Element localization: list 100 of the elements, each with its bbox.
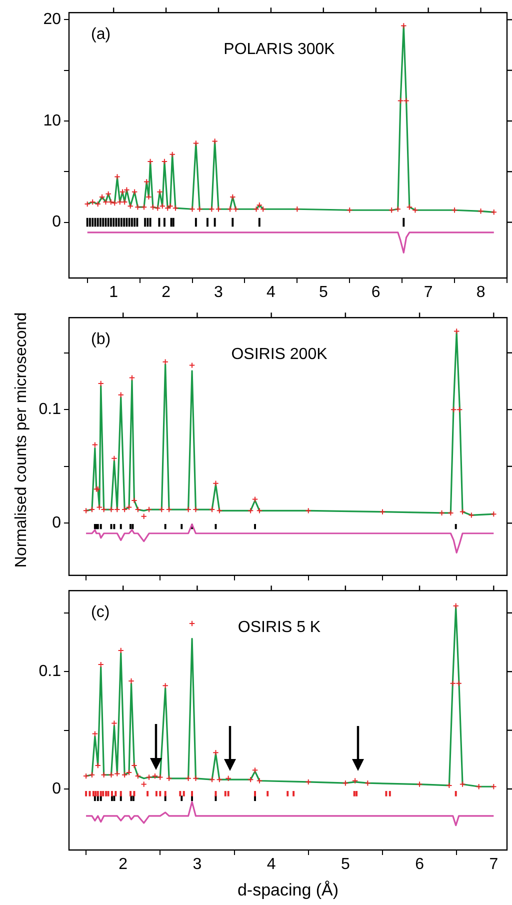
x-tick-label: 5 bbox=[340, 856, 350, 874]
point bbox=[216, 508, 223, 514]
point bbox=[82, 772, 90, 780]
annotation: POLARIS 300K bbox=[224, 41, 336, 58]
point bbox=[146, 194, 152, 200]
point bbox=[94, 762, 102, 769]
point bbox=[225, 775, 232, 782]
y-tick-label: 0.1 bbox=[38, 662, 62, 680]
point bbox=[305, 778, 312, 786]
point bbox=[192, 140, 200, 146]
point bbox=[119, 188, 126, 195]
point bbox=[84, 200, 90, 208]
point bbox=[452, 602, 459, 609]
point bbox=[459, 508, 466, 515]
point bbox=[400, 22, 407, 29]
point bbox=[454, 328, 460, 334]
point bbox=[185, 775, 192, 782]
x-tick-label: 2 bbox=[118, 856, 128, 874]
point bbox=[105, 190, 112, 198]
annotation: (c) bbox=[91, 604, 110, 622]
point bbox=[98, 380, 104, 387]
point bbox=[450, 680, 456, 686]
point bbox=[192, 775, 199, 782]
point bbox=[448, 510, 454, 516]
point bbox=[253, 206, 260, 212]
point bbox=[122, 198, 128, 206]
x-tick-label: 6 bbox=[371, 284, 380, 302]
point bbox=[144, 178, 150, 185]
point bbox=[140, 781, 147, 788]
point bbox=[82, 508, 90, 514]
point bbox=[162, 358, 168, 365]
point bbox=[226, 206, 234, 212]
annotation: OSIRIS 200K bbox=[231, 346, 328, 364]
point bbox=[98, 661, 104, 668]
y-tick-label: 10 bbox=[43, 112, 62, 130]
point bbox=[456, 680, 462, 686]
point bbox=[352, 778, 358, 784]
point bbox=[114, 770, 120, 777]
annotation: OSIRIS 5 K bbox=[238, 619, 321, 636]
point bbox=[111, 455, 118, 462]
y-tick-label: 0 bbox=[52, 214, 62, 231]
point bbox=[305, 508, 312, 514]
point bbox=[158, 506, 165, 513]
y-axis-title: Normalised counts per microsecond bbox=[13, 312, 31, 568]
point bbox=[126, 504, 132, 510]
point bbox=[232, 206, 239, 212]
x-tick-label: 5 bbox=[318, 284, 328, 302]
point bbox=[468, 512, 475, 518]
point bbox=[379, 508, 386, 515]
point bbox=[212, 480, 219, 487]
point bbox=[196, 206, 203, 212]
point bbox=[114, 174, 120, 180]
annotation: (b) bbox=[91, 331, 111, 348]
point bbox=[476, 784, 482, 790]
point bbox=[215, 206, 222, 212]
point bbox=[146, 506, 152, 513]
point bbox=[88, 772, 96, 778]
point bbox=[134, 204, 141, 210]
point bbox=[100, 772, 107, 778]
x-tick-label: 8 bbox=[476, 284, 486, 302]
point bbox=[121, 772, 128, 778]
point bbox=[156, 188, 163, 195]
point bbox=[456, 406, 463, 413]
point bbox=[188, 362, 196, 368]
point bbox=[140, 204, 148, 210]
point bbox=[108, 198, 114, 206]
point bbox=[114, 506, 120, 513]
point bbox=[230, 194, 236, 200]
point bbox=[256, 778, 263, 784]
point bbox=[162, 682, 168, 689]
point bbox=[256, 508, 263, 514]
point bbox=[146, 774, 152, 780]
point bbox=[388, 207, 395, 214]
point bbox=[397, 98, 404, 104]
x-tick-label: 3 bbox=[214, 284, 224, 302]
point bbox=[247, 508, 254, 514]
point bbox=[478, 208, 484, 214]
x-tick-label: 6 bbox=[415, 856, 424, 874]
point bbox=[127, 202, 134, 210]
point bbox=[111, 720, 118, 726]
point bbox=[134, 506, 142, 513]
point bbox=[147, 158, 154, 165]
point bbox=[131, 188, 138, 195]
point bbox=[416, 781, 423, 788]
point bbox=[256, 202, 263, 208]
point bbox=[131, 497, 138, 504]
y-tick-label: 0 bbox=[52, 780, 62, 798]
point bbox=[112, 200, 118, 206]
x-tick-label: 4 bbox=[266, 284, 276, 302]
point bbox=[140, 513, 147, 520]
point bbox=[451, 207, 458, 214]
point bbox=[438, 510, 445, 516]
point bbox=[208, 506, 216, 513]
point bbox=[185, 506, 192, 513]
point bbox=[208, 776, 216, 783]
point bbox=[166, 506, 172, 513]
point bbox=[247, 776, 254, 783]
y-tick-label: 0.1 bbox=[38, 400, 62, 418]
point bbox=[116, 198, 123, 206]
y-tick-label: 0 bbox=[52, 514, 62, 532]
